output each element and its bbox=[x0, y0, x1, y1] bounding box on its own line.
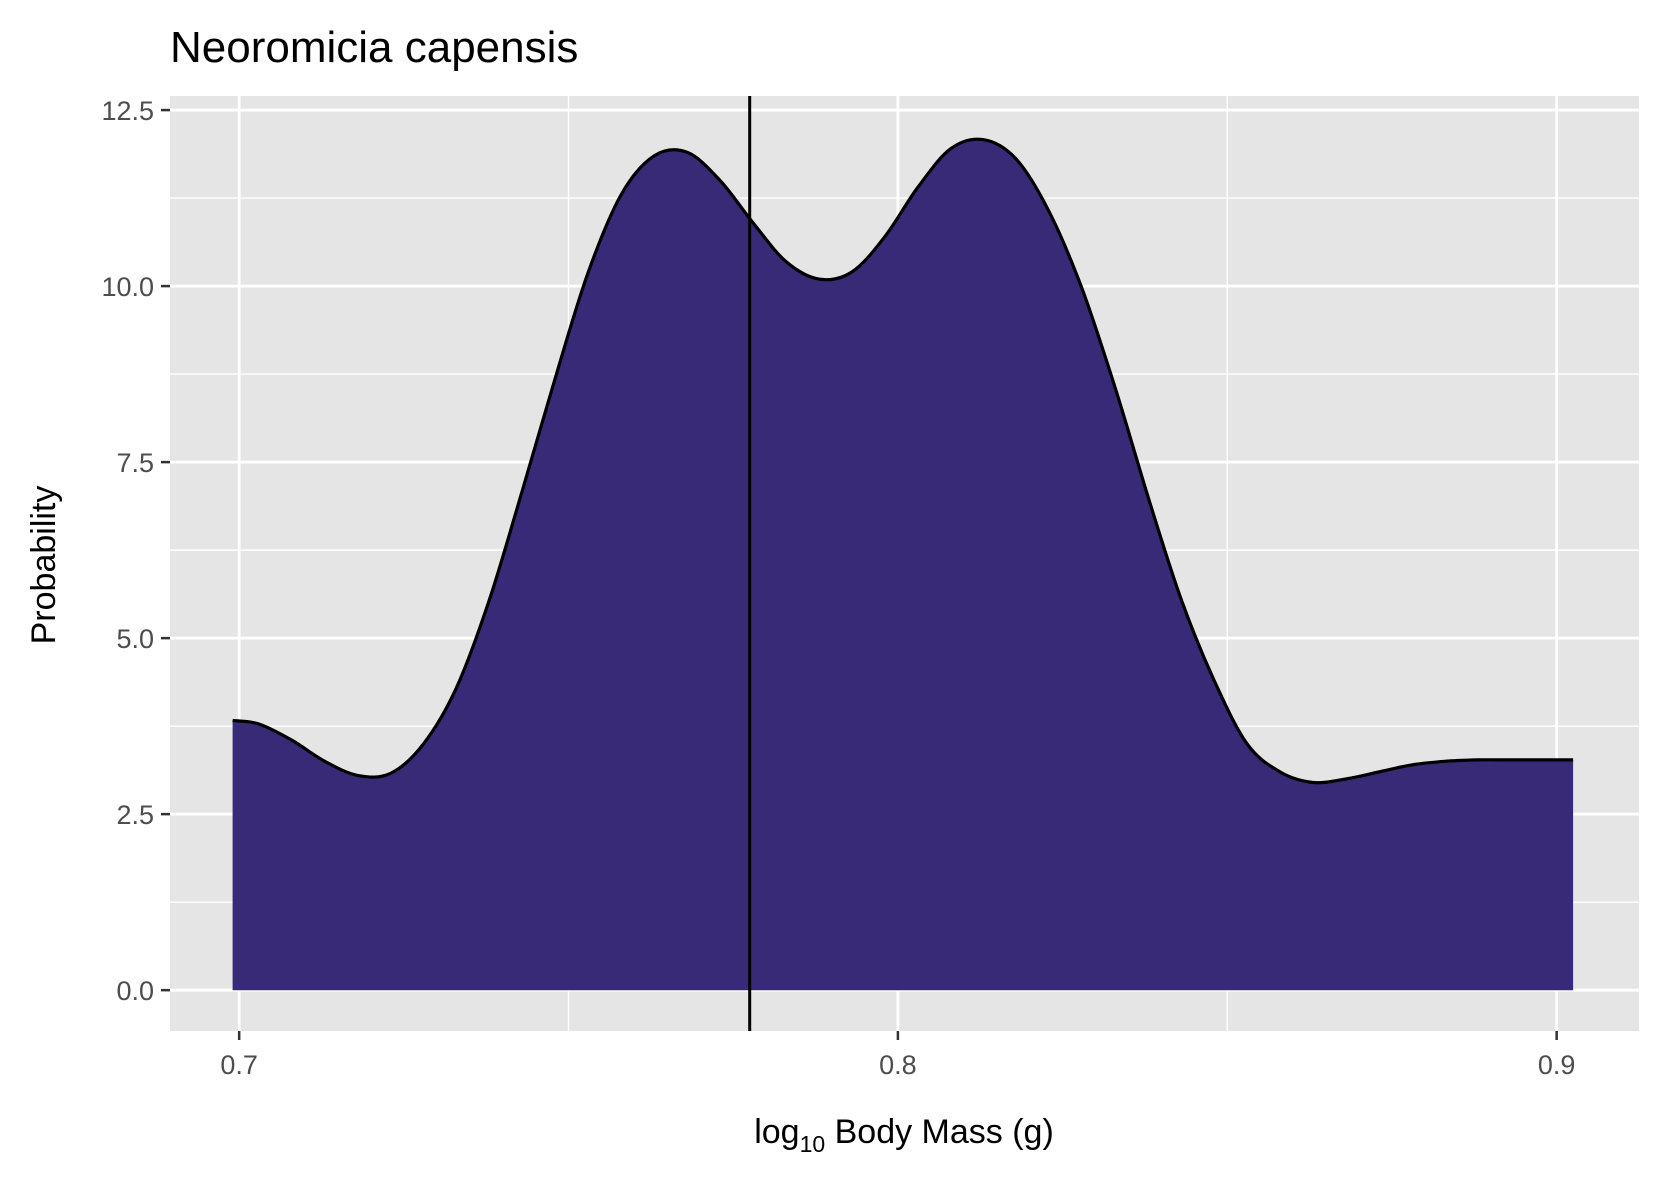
x-axis-title: log10 Body Mass (g) bbox=[754, 1113, 1054, 1157]
chart-title: Neoromicia capensis bbox=[170, 23, 578, 72]
y-tick-label: 2.5 bbox=[116, 800, 154, 830]
x-axis: 0.7 0.8 0.9 bbox=[220, 1031, 1575, 1080]
x-tick-label: 0.8 bbox=[879, 1050, 917, 1080]
y-tick-label: 5.0 bbox=[116, 624, 154, 654]
x-tick-label: 0.9 bbox=[1538, 1050, 1576, 1080]
y-tick-label: 10.0 bbox=[101, 272, 154, 302]
y-axis: 0.0 2.5 5.0 7.5 10.0 12.5 bbox=[101, 96, 170, 1006]
y-tick-label: 12.5 bbox=[101, 96, 154, 126]
x-axis-title-prefix: log bbox=[754, 1113, 799, 1151]
density-outline bbox=[232, 137, 1574, 785]
density-area bbox=[232, 139, 1574, 991]
x-tick-label: 0.7 bbox=[220, 1050, 258, 1080]
y-tick-label: 0.0 bbox=[116, 976, 154, 1006]
x-axis-title-subscript: 10 bbox=[800, 1131, 826, 1157]
y-tick-label: 7.5 bbox=[116, 448, 154, 478]
y-axis-title: Probability bbox=[25, 486, 63, 645]
x-axis-title-suffix: Body Mass (g) bbox=[825, 1113, 1054, 1151]
